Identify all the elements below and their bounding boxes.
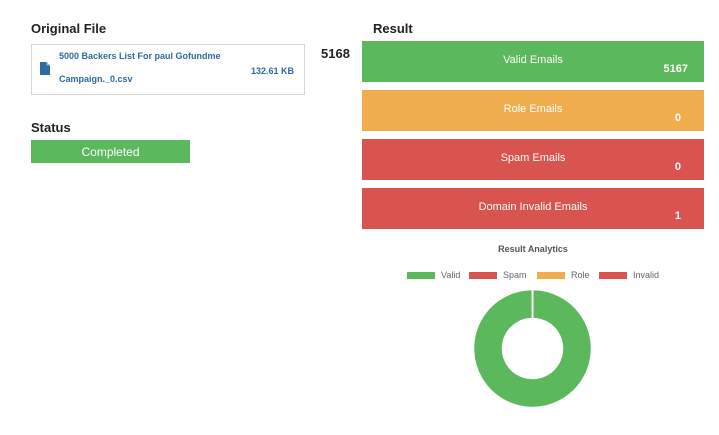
role-emails-label: Role Emails bbox=[503, 103, 563, 115]
role-emails-card[interactable]: Role Emails 0 bbox=[362, 90, 704, 131]
file-card[interactable]: 5000 Backers List For paul Gofundme Camp… bbox=[31, 44, 305, 95]
file-icon bbox=[40, 62, 50, 75]
file-name-line2: Campaign._0.csv bbox=[59, 74, 133, 84]
original-file-heading: Original File bbox=[31, 21, 107, 36]
legend-swatch-spam bbox=[469, 271, 497, 279]
legend-swatch-role bbox=[537, 271, 565, 279]
legend-item-role[interactable]: Role bbox=[537, 269, 590, 281]
result-heading: Result bbox=[373, 21, 413, 36]
legend-label-invalid: Invalid bbox=[633, 270, 660, 280]
legend-swatch-valid bbox=[407, 271, 435, 279]
domain-invalid-emails-count: 1 bbox=[674, 210, 681, 222]
legend-label-spam: Spam bbox=[503, 270, 527, 280]
legend-label-valid: Valid bbox=[441, 270, 461, 280]
legend-swatch-invalid bbox=[599, 271, 627, 279]
valid-emails-card[interactable]: Valid Emails 5167 bbox=[362, 41, 704, 82]
file-name-line1: 5000 Backers List For paul Gofundme bbox=[59, 51, 221, 61]
spam-emails-count: 0 bbox=[674, 161, 681, 173]
domain-invalid-emails-label: Domain Invalid Emails bbox=[478, 201, 588, 213]
legend-item-spam[interactable]: Spam bbox=[469, 269, 527, 281]
spam-emails-label: Spam Emails bbox=[500, 152, 566, 164]
file-size: 132.61 KB bbox=[250, 66, 294, 76]
total-count: 5168 bbox=[321, 46, 350, 61]
role-emails-count: 0 bbox=[674, 112, 681, 124]
status-heading: Status bbox=[31, 120, 71, 135]
valid-emails-count: 5167 bbox=[663, 63, 688, 75]
file-name[interactable]: 5000 Backers List For paul Gofundme Camp… bbox=[59, 51, 259, 85]
valid-emails-label: Valid Emails bbox=[503, 54, 563, 66]
legend-item-invalid[interactable]: Invalid bbox=[599, 269, 659, 281]
status-badge: Completed bbox=[31, 140, 190, 163]
chart-title: Result Analytics bbox=[498, 244, 568, 254]
spam-emails-card[interactable]: Spam Emails 0 bbox=[362, 139, 704, 180]
donut-slice-valid[interactable] bbox=[472, 288, 593, 409]
result-donut-chart[interactable] bbox=[472, 288, 593, 409]
legend-label-role: Role bbox=[571, 270, 590, 280]
legend-item-valid[interactable]: Valid bbox=[407, 269, 460, 281]
domain-invalid-emails-card[interactable]: Domain Invalid Emails 1 bbox=[362, 188, 704, 229]
